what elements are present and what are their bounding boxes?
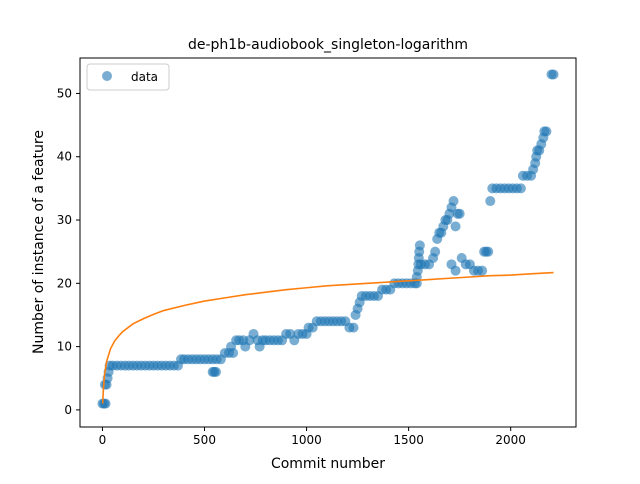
y-tick-label: 50 <box>57 86 72 100</box>
legend-marker-data <box>102 71 112 81</box>
data-point <box>548 69 559 80</box>
data-point <box>210 366 221 377</box>
x-tick-label: 1500 <box>393 433 424 447</box>
legend-box <box>86 63 170 91</box>
axes-frame <box>79 57 577 428</box>
y-axis: 0 10 20 30 40 50 <box>57 86 80 417</box>
y-axis-label: Number of instance of a feature <box>31 130 47 354</box>
x-tick-label: 2000 <box>495 433 526 447</box>
data-point <box>100 398 111 409</box>
x-axis: 0 500 1000 1500 2000 <box>99 427 526 447</box>
data-point <box>477 265 488 276</box>
legend-label-data: data <box>131 70 158 84</box>
data-point <box>448 196 459 207</box>
y-tick-label: 10 <box>57 340 72 354</box>
fit-line <box>101 271 554 404</box>
data-point <box>414 240 425 251</box>
x-tick-label: 0 <box>99 433 107 447</box>
x-tick-label: 500 <box>193 433 216 447</box>
data-point <box>430 246 441 257</box>
y-tick-label: 30 <box>57 213 72 227</box>
data-point <box>541 126 552 137</box>
x-tick-label: 1000 <box>291 433 322 447</box>
data-point <box>450 265 461 276</box>
plot-area <box>97 69 559 409</box>
data-point <box>483 246 494 257</box>
chart-title: de-ph1b-audiobook_singleton-logarithm <box>188 37 468 53</box>
data-point <box>450 221 461 232</box>
legend: data <box>86 63 170 91</box>
y-tick-label: 20 <box>57 276 72 290</box>
data-point <box>348 322 359 333</box>
x-axis-label: Commit number <box>271 456 385 472</box>
data-point <box>515 183 526 194</box>
data-point <box>454 208 465 219</box>
y-tick-label: 0 <box>64 403 72 417</box>
y-tick-label: 40 <box>57 150 72 164</box>
data-point <box>485 196 496 207</box>
